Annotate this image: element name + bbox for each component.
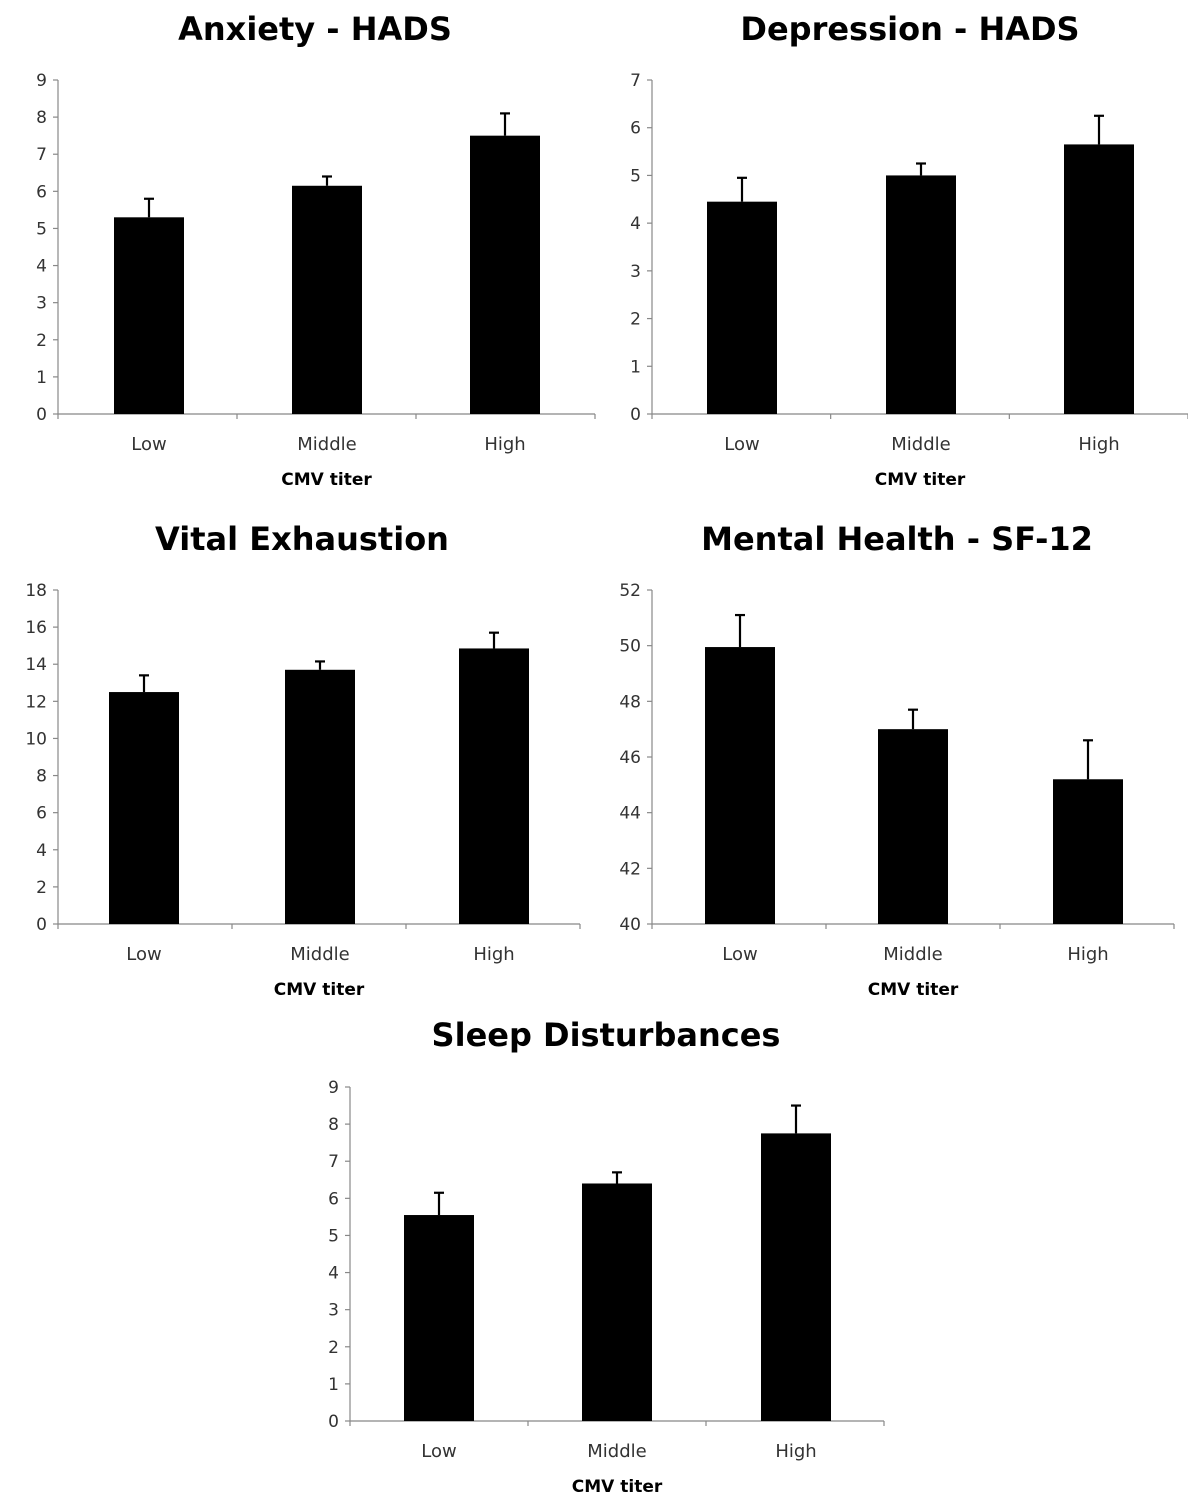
bar-middle — [292, 185, 362, 414]
category-label-low: Low — [724, 434, 759, 455]
bar-low — [705, 647, 775, 924]
bar-middle — [886, 175, 956, 414]
y-tick-label: 4 — [36, 257, 47, 277]
category-label-low: Low — [126, 944, 161, 965]
y-tick-label: 7 — [328, 1152, 339, 1172]
y-tick-label: 8 — [328, 1115, 339, 1135]
y-tick-label: 3 — [328, 1301, 339, 1321]
bar-high — [761, 1133, 831, 1421]
category-label-high: High — [775, 1441, 816, 1462]
y-tick-label: 42 — [619, 859, 641, 879]
chart-title: Depression - HADS — [740, 10, 1079, 48]
y-tick-label: 1 — [328, 1375, 339, 1395]
y-tick-label: 8 — [36, 767, 47, 787]
x-axis-title: CMV titer — [875, 470, 966, 490]
y-tick-label: 48 — [619, 692, 641, 712]
x-axis-title: CMV titer — [281, 470, 372, 490]
chart-title: Sleep Disturbances — [432, 1016, 781, 1054]
category-label-high: High — [1067, 944, 1108, 965]
chart-panel-1: Anxiety - HADS 0 1 2 3 4 5 6 7 8 9 Low Middle High CMV… — [36, 10, 596, 490]
y-tick-label: 5 — [630, 166, 641, 186]
category-label-high: High — [484, 434, 525, 455]
y-tick-label: 18 — [25, 581, 47, 601]
bar-low — [707, 201, 777, 414]
bar-high — [470, 135, 540, 414]
y-tick-label: 2 — [328, 1338, 339, 1358]
y-tick-label: 9 — [36, 71, 47, 91]
chart-panel-5: Sleep Disturbances 0 1 2 3 4 5 6 7 8 9 Low Middle Hig… — [328, 1016, 885, 1497]
y-tick-label: 6 — [36, 804, 47, 824]
y-tick-label: 4 — [630, 214, 641, 234]
y-tick-label: 14 — [25, 655, 47, 675]
chart-title: Anxiety - HADS — [178, 10, 452, 48]
y-tick-label: 46 — [619, 748, 641, 768]
y-tick-label: 0 — [630, 405, 641, 425]
category-label-middle: Middle — [290, 944, 349, 965]
y-tick-label: 3 — [36, 294, 47, 314]
bar-middle — [878, 729, 948, 924]
chart-panel-4: Mental Health - SF-12 40 42 44 46 48 50 52 Low Mi… — [619, 520, 1175, 1000]
y-tick-label: 0 — [36, 915, 47, 935]
y-tick-label: 6 — [328, 1189, 339, 1209]
bar-low — [404, 1215, 474, 1421]
bar-high — [459, 648, 529, 924]
category-label-middle: Middle — [587, 1441, 646, 1462]
x-axis-title: CMV titer — [572, 1477, 663, 1497]
y-tick-label: 6 — [36, 182, 47, 202]
y-tick-label: 2 — [630, 310, 641, 330]
y-tick-label: 2 — [36, 331, 47, 351]
y-tick-label: 8 — [36, 108, 47, 128]
bar-high — [1053, 779, 1123, 924]
y-tick-label: 44 — [619, 804, 641, 824]
category-label-low: Low — [131, 434, 166, 455]
chart-panel-2: Depression - HADS 0 1 2 3 4 5 6 7 Low Middle High CM… — [630, 10, 1188, 490]
y-tick-label: 7 — [36, 145, 47, 165]
y-tick-label: 52 — [619, 581, 641, 601]
y-tick-label: 1 — [36, 368, 47, 388]
category-label-high: High — [1078, 434, 1119, 455]
y-tick-label: 4 — [36, 841, 47, 861]
y-tick-label: 3 — [630, 262, 641, 282]
y-tick-label: 0 — [36, 405, 47, 425]
y-tick-label: 5 — [328, 1226, 339, 1246]
category-label-high: High — [473, 944, 514, 965]
chart-title: Vital Exhaustion — [155, 520, 449, 558]
y-tick-label: 12 — [25, 692, 47, 712]
x-axis-title: CMV titer — [274, 980, 365, 1000]
y-tick-label: 40 — [619, 915, 641, 935]
chart-title: Mental Health - SF-12 — [701, 520, 1093, 558]
bar-low — [109, 692, 179, 924]
y-tick-label: 6 — [630, 119, 641, 139]
bar-middle — [285, 669, 355, 924]
y-tick-label: 4 — [328, 1264, 339, 1284]
y-tick-label: 0 — [328, 1412, 339, 1432]
bar-high — [1064, 144, 1134, 414]
y-tick-label: 50 — [619, 637, 641, 657]
y-tick-label: 7 — [630, 71, 641, 91]
x-axis-title: CMV titer — [868, 980, 959, 1000]
y-tick-label: 10 — [25, 729, 47, 749]
chart-panel-3: Vital Exhaustion 0 2 4 6 8 10 12 14 16 18 Low Middle… — [25, 520, 581, 1000]
bar-middle — [582, 1183, 652, 1421]
category-label-middle: Middle — [297, 434, 356, 455]
y-tick-label: 16 — [25, 618, 47, 638]
category-label-low: Low — [421, 1441, 456, 1462]
y-tick-label: 2 — [36, 878, 47, 898]
y-tick-label: 5 — [36, 219, 47, 239]
y-tick-label: 9 — [328, 1078, 339, 1098]
y-tick-label: 1 — [630, 357, 641, 377]
bar-low — [114, 217, 184, 414]
category-label-middle: Middle — [891, 434, 950, 455]
category-label-middle: Middle — [883, 944, 942, 965]
category-label-low: Low — [722, 944, 757, 965]
